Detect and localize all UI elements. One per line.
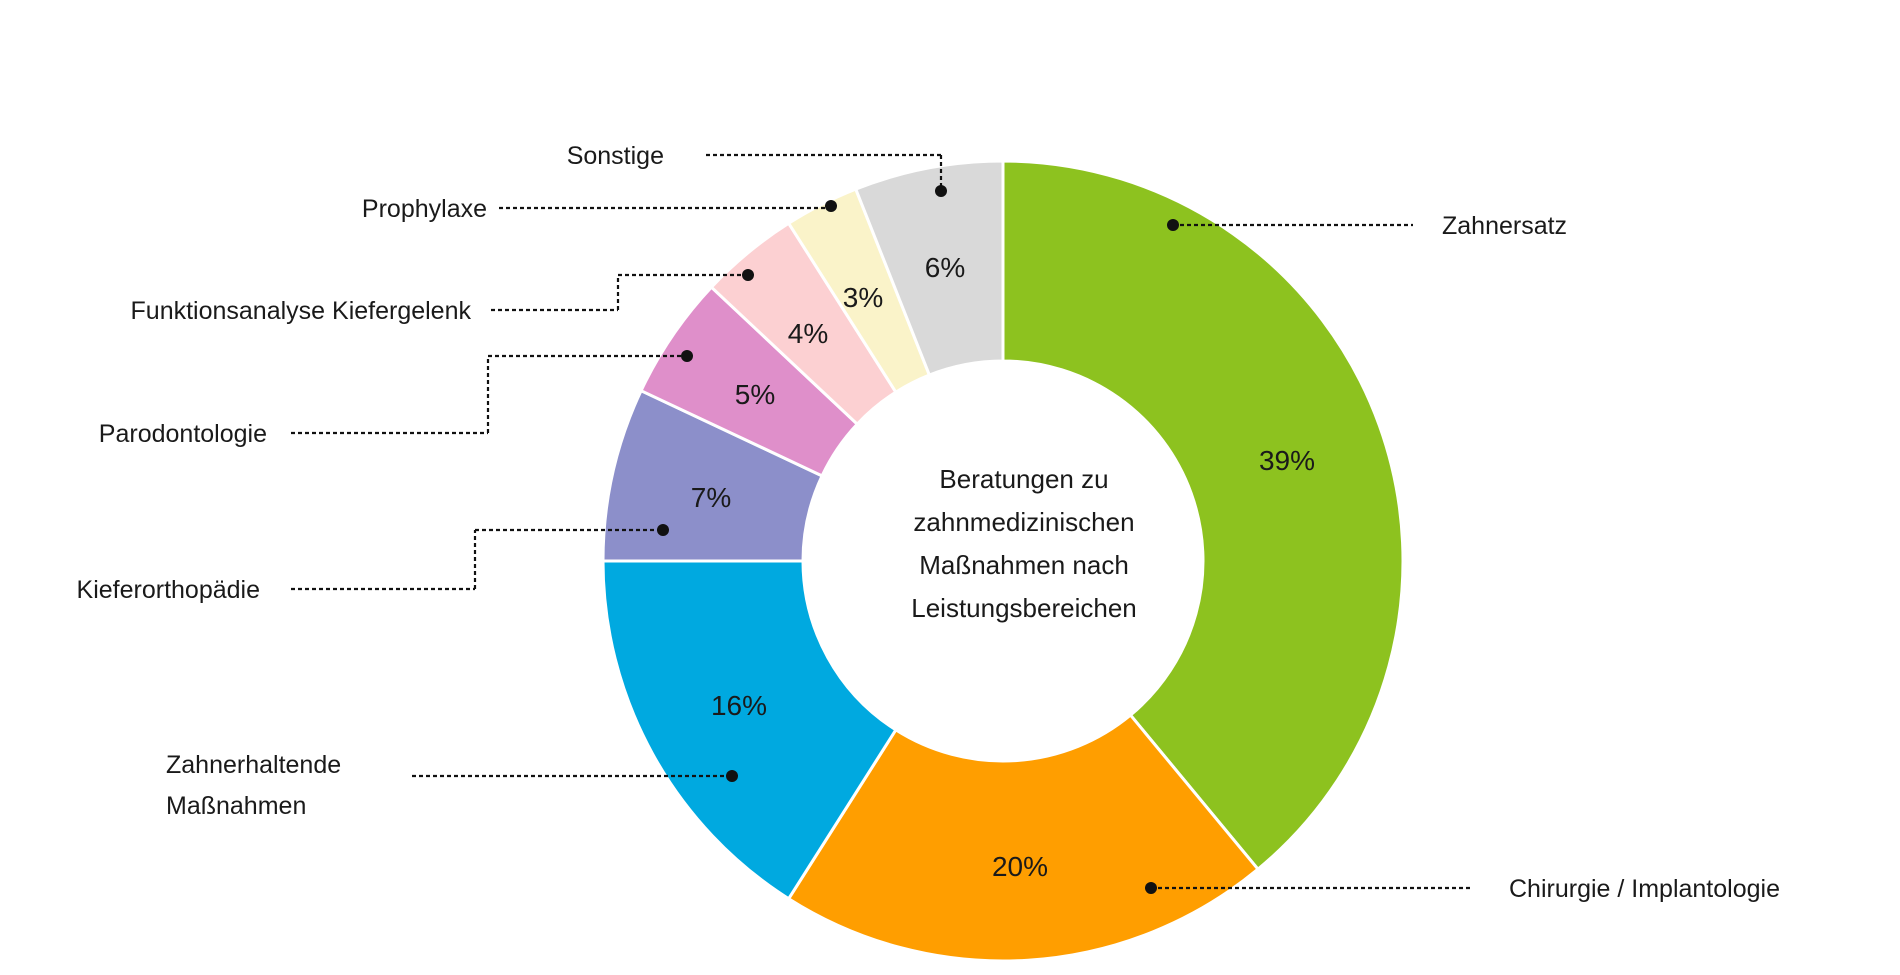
slice-label-group-0: 39% Zahnersatz (1167, 212, 1567, 476)
slice-label-group-7: 6% Sonstige (567, 142, 966, 283)
leader-dot (935, 185, 947, 197)
slice-label-group-1: 20% Chirurgie / Implantologie (992, 851, 1780, 903)
slice-1 (786, 712, 1261, 963)
slice-label-group-2: 16% Zahnerhaltende Maßnahmen (166, 690, 767, 820)
leader-dot (657, 524, 669, 536)
category-label-line: Zahnerhaltende (166, 751, 341, 779)
value-label: 16% (711, 690, 767, 721)
value-label: 39% (1259, 445, 1315, 476)
value-label: 6% (925, 252, 965, 283)
leader-dot (726, 770, 738, 782)
center-title: Beratungen zu zahnmedizinischen Maßnahmen … (911, 464, 1137, 623)
value-label: 7% (691, 482, 731, 513)
category-label: Zahnerhaltende Maßnahmen (166, 751, 341, 820)
center-title-line: Beratungen zu (939, 464, 1108, 494)
value-label: 4% (788, 318, 828, 349)
leader-dot (681, 350, 693, 362)
leader-dot (825, 200, 837, 212)
slice-label-group-3: 7% Kieferorthopädie (77, 482, 732, 604)
category-label: Prophylaxe (362, 195, 487, 223)
slice-label-group-6: 3% Prophylaxe (362, 195, 883, 313)
category-label: Parodontologie (99, 420, 267, 448)
leader-dot (1145, 882, 1157, 894)
value-label: 20% (992, 851, 1048, 882)
category-label-line: Maßnahmen (166, 792, 306, 820)
category-label: Zahnersatz (1442, 212, 1567, 240)
slice-label-group-5: 4% Funktionsanalyse Kiefergelenk (131, 269, 828, 349)
category-label: Funktionsanalyse Kiefergelenk (131, 297, 472, 325)
slice-label-group-4: 5% Parodontologie (99, 350, 775, 448)
center-title-line: Maßnahmen nach (919, 550, 1129, 580)
center-title-line: zahnmedizinischen (913, 507, 1134, 537)
leader-dot (742, 269, 754, 281)
value-label: 3% (843, 282, 883, 313)
slice-2 (601, 559, 898, 901)
category-label: Kieferorthopädie (77, 576, 260, 604)
slice-7 (853, 159, 1005, 377)
value-label: 5% (735, 379, 775, 410)
center-title-line: Leistungsbereichen (911, 593, 1137, 623)
slice-0 (1001, 159, 1405, 872)
category-label: Sonstige (567, 142, 664, 170)
category-label: Chirurgie / Implantologie (1509, 875, 1780, 903)
leader-dot (1167, 219, 1179, 231)
